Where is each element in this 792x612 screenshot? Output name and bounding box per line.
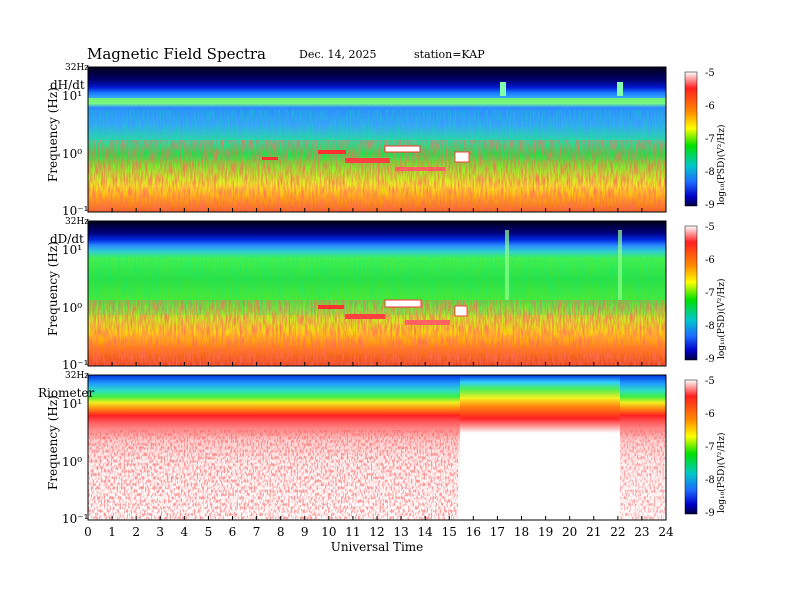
band-dh-dt xyxy=(88,98,666,102)
cbar-tick-dd-dt-3: -7 xyxy=(705,288,715,299)
cbar-tick-dh-dt-3: -7 xyxy=(705,134,715,145)
ytick-riometer-1: 10¹ xyxy=(62,397,82,411)
panel-dh-dt: 32Hz dH/dt 10¹ 10⁰ 10⁻¹ Frequency (Hz) -… xyxy=(46,63,727,218)
cbar-tick-riometer-2: -6 xyxy=(705,409,715,420)
cbar-tick-riometer-4: -8 xyxy=(705,475,715,486)
cbar-tick-dd-dt-4: -8 xyxy=(705,321,715,332)
x-tick-label-9: 9 xyxy=(301,525,309,539)
ytop-dd-dt: 32Hz xyxy=(65,217,89,227)
cbar-label-dh-dt: log₁₀(PSD)(V²/Hz) xyxy=(716,125,727,206)
date-label: Dec. 14, 2025 xyxy=(299,48,376,61)
x-tick-label-7: 7 xyxy=(253,525,261,539)
event-streaks-dh-dt xyxy=(262,82,623,171)
x-tick-label-13: 13 xyxy=(393,525,408,539)
cbar-tick-dh-dt-1: -5 xyxy=(705,68,715,79)
x-tick-label-2: 2 xyxy=(132,525,140,539)
x-tick-label-23: 23 xyxy=(634,525,649,539)
x-tick-label-19: 19 xyxy=(538,525,553,539)
x-tick-label-15: 15 xyxy=(442,525,457,539)
x-tick-label-6: 6 xyxy=(229,525,237,539)
x-tick-label-20: 20 xyxy=(562,525,577,539)
ylabel-dh-dt: Frequency (Hz) xyxy=(46,87,60,182)
x-tick-label-14: 14 xyxy=(418,525,434,539)
ylabel-riometer: Frequency (Hz) xyxy=(46,395,60,490)
cbar-label-dd-dt: log₁₀(PSD)(V²/Hz) xyxy=(716,279,727,360)
cbar-tick-dh-dt-4: -8 xyxy=(705,167,715,178)
panel-riometer: 32Hz Riometer 10¹ 10⁰ 10⁻¹ Frequency (Hz… xyxy=(38,371,727,526)
ytick-dh-dt-1: 10¹ xyxy=(62,89,82,103)
x-tick-label-4: 4 xyxy=(181,525,189,539)
colorbar-dh-dt xyxy=(684,71,698,207)
noise-riometer-late xyxy=(620,430,666,520)
panel-label-dd-dt: dD/dt xyxy=(50,232,84,246)
x-tick-label-3: 3 xyxy=(156,525,164,539)
x-tick-label-0: 0 xyxy=(84,525,92,539)
x-tick-label-24: 24 xyxy=(658,525,674,539)
x-tick-label-5: 5 xyxy=(205,525,213,539)
x-tick-label-11: 11 xyxy=(345,525,360,539)
ytop-dh-dt: 32Hz xyxy=(65,63,89,73)
ytick-riometer-3: 10⁻¹ xyxy=(62,512,88,526)
x-tick-label-21: 21 xyxy=(586,525,601,539)
figure-title: Magnetic Field Spectra xyxy=(87,45,266,63)
panel-dd-dt: 32Hz dD/dt 10¹ 10⁰ 10⁻¹ Frequency (Hz) -… xyxy=(46,217,727,372)
x-tick-label-10: 10 xyxy=(321,525,336,539)
cbar-tick-dd-dt-2: -6 xyxy=(705,255,715,266)
x-tick-label-8: 8 xyxy=(277,525,285,539)
x-tick-label-18: 18 xyxy=(514,525,529,539)
x-tick-label-22: 22 xyxy=(610,525,625,539)
cbar-tick-riometer-5: -9 xyxy=(705,508,715,519)
ytick-dh-dt-2: 10⁰ xyxy=(62,147,82,161)
x-tick-label-16: 16 xyxy=(466,525,481,539)
noise-dh-dt-green xyxy=(88,110,666,160)
colorbar-riometer xyxy=(684,379,698,515)
panel-label-riometer: Riometer xyxy=(38,386,95,400)
panel-label-dh-dt: dH/dt xyxy=(50,78,85,92)
noise-riometer xyxy=(88,430,458,520)
x-axis: 0 1 2 3 4 5 6 7 8 9 10 11 12 13 14 15 16 17 18 19 20 21 22 23 24 xyxy=(84,208,674,539)
ytop-riometer: 32Hz xyxy=(65,371,89,381)
noise-dd-dt-green xyxy=(88,255,666,315)
ytick-dh-dt-3: 10⁻¹ xyxy=(62,204,88,218)
ytick-riometer-2: 10⁰ xyxy=(62,455,82,469)
event-streaks-dd-dt xyxy=(318,230,622,325)
cbar-label-riometer: log₁₀(PSD)(V²/Hz) xyxy=(716,433,727,514)
cbar-tick-riometer-1: -5 xyxy=(705,376,715,387)
x-tick-label-12: 12 xyxy=(369,525,384,539)
cbar-tick-dh-dt-2: -6 xyxy=(705,101,715,112)
ytick-dd-dt-2: 10⁰ xyxy=(62,301,82,315)
colorbar-dd-dt xyxy=(684,225,698,361)
cbar-tick-dh-dt-5: -9 xyxy=(705,200,715,211)
ytick-dd-dt-1: 10¹ xyxy=(62,243,82,257)
x-axis-label: Universal Time xyxy=(331,540,424,554)
x-tick-label-1: 1 xyxy=(108,525,116,539)
cbar-tick-dd-dt-1: -5 xyxy=(705,222,715,233)
station-label: station=KAP xyxy=(414,48,485,61)
x-tick-label-17: 17 xyxy=(490,525,505,539)
cbar-tick-riometer-3: -7 xyxy=(705,442,715,453)
ytick-dd-dt-3: 10⁻¹ xyxy=(62,358,88,372)
ylabel-dd-dt: Frequency (Hz) xyxy=(46,241,60,336)
riometer-active-block xyxy=(460,375,620,520)
cbar-tick-dd-dt-5: -9 xyxy=(705,354,715,365)
